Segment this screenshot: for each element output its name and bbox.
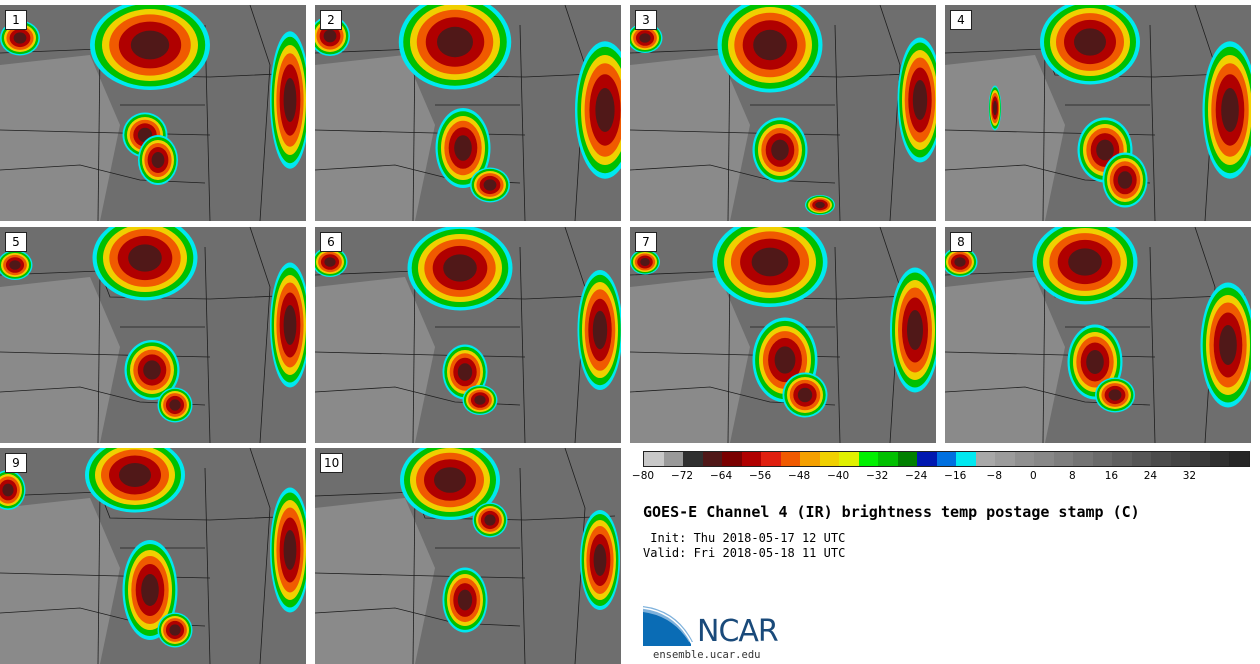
panel-label: 7 <box>635 232 657 252</box>
panel-label: 2 <box>320 10 342 30</box>
colorbar-tick-label: −40 <box>827 470 850 482</box>
colorbar-tick-label: 16 <box>1104 470 1119 482</box>
figure-title: GOES-E Channel 4 (IR) brightness temp po… <box>643 503 1140 521</box>
panel-label: 10 <box>320 453 344 473</box>
ir-satellite-map <box>315 5 621 221</box>
colorbar-ticks: −80 −72 −64 −56 −48 −40 −32 −24 −16 −8 0 8 16 24 32 <box>632 470 1248 484</box>
ir-satellite-map <box>945 227 1251 443</box>
colorbar-tick-label: 32 <box>1182 470 1197 482</box>
postage-stamp-panel: 4 <box>945 5 1251 221</box>
panel-label: 8 <box>950 232 972 252</box>
panel-label: 4 <box>950 10 972 30</box>
ncar-logo-icon <box>643 606 693 646</box>
colorbar-swatch <box>1073 452 1093 466</box>
colorbar-tick-label: 0 <box>1029 470 1037 482</box>
colorbar-swatch <box>780 452 801 466</box>
colorbar-swatch <box>819 452 840 466</box>
ir-satellite-map <box>630 5 936 221</box>
colorbar-swatch <box>1014 452 1035 466</box>
colorbar-swatch <box>1034 452 1054 466</box>
colorbar-tick-label: −64 <box>709 470 733 482</box>
colorbar-tick-label: −16 <box>944 470 967 482</box>
ir-satellite-map <box>945 5 1251 221</box>
colorbar-swatch <box>956 452 976 466</box>
colorbar-tick-label: −80 <box>631 470 655 482</box>
panel-label: 9 <box>5 453 27 473</box>
panel-label: 3 <box>635 10 657 30</box>
postage-stamp-panel: 10 <box>315 448 621 664</box>
colorbar-tick-label: −8 <box>986 470 1003 482</box>
colorbar-swatch <box>1131 452 1152 466</box>
colorbar-swatch <box>936 452 957 466</box>
panel-label: 1 <box>5 10 27 30</box>
colorbar-swatch <box>975 452 996 466</box>
colorbar-swatch <box>1151 452 1171 466</box>
ir-satellite-map <box>0 227 306 443</box>
ir-satellite-map <box>0 448 306 664</box>
valid-time: Valid: Fri 2018-05-18 11 UTC <box>643 546 846 560</box>
postage-stamp-panel: 9 <box>0 448 306 664</box>
ir-satellite-map <box>315 227 621 443</box>
panel-label: 6 <box>320 232 342 252</box>
colorbar-swatch <box>1112 452 1132 466</box>
ir-satellite-map <box>630 227 936 443</box>
logo-url: ensemble.ucar.edu <box>653 649 761 661</box>
colorbar-swatch <box>897 452 918 466</box>
colorbar-tick-label: −24 <box>905 470 928 482</box>
colorbar-swatch <box>1209 452 1230 466</box>
logo-wordmark: NCAR <box>697 614 779 649</box>
colorbar-swatch <box>683 452 703 466</box>
colorbar-swatch <box>1190 452 1210 466</box>
postage-stamp-panel: 2 <box>315 5 621 221</box>
postage-stamp-panel: 5 <box>0 227 306 443</box>
colorbar-swatch <box>663 452 684 466</box>
colorbar-tick-label: −56 <box>749 470 772 482</box>
temperature-colorbar <box>643 451 1250 467</box>
colorbar-swatch <box>800 452 820 466</box>
colorbar-swatch <box>1170 452 1191 466</box>
colorbar-swatch <box>839 452 859 466</box>
colorbar-swatch <box>702 452 723 466</box>
colorbar-swatch <box>741 452 762 466</box>
colorbar-swatch <box>1229 452 1249 466</box>
colorbar-tick-label: −32 <box>866 470 889 482</box>
ir-satellite-map <box>0 5 306 221</box>
colorbar-tick-label: −48 <box>788 470 811 482</box>
colorbar-swatch <box>995 452 1015 466</box>
colorbar-tick-label: −72 <box>670 470 694 482</box>
postage-stamp-panel: 3 <box>630 5 936 221</box>
colorbar-swatch <box>722 452 742 466</box>
colorbar-swatch <box>644 452 664 466</box>
colorbar-swatch <box>1053 452 1074 466</box>
colorbar-tick-label: 8 <box>1069 470 1076 482</box>
colorbar-swatch <box>917 452 937 466</box>
panel-label: 5 <box>5 232 27 252</box>
colorbar-tick-label: 24 <box>1143 470 1158 482</box>
postage-stamp-panel: 7 <box>630 227 936 443</box>
colorbar-swatch <box>878 452 898 466</box>
colorbar-swatch <box>858 452 879 466</box>
colorbar-swatch <box>761 452 781 466</box>
postage-stamp-panel: 6 <box>315 227 621 443</box>
init-time: Init: Thu 2018-05-17 12 UTC <box>643 531 846 545</box>
postage-stamp-panel: 8 <box>945 227 1251 443</box>
postage-stamp-panel: 1 <box>0 5 306 221</box>
colorbar-swatch <box>1092 452 1113 466</box>
ir-satellite-map <box>315 448 621 664</box>
